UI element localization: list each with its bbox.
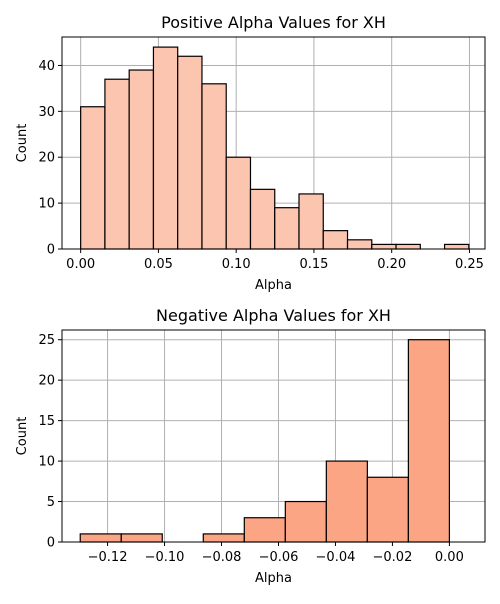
x-tick-label: 0.25 [455, 257, 484, 272]
histogram-bar [366, 476, 409, 543]
y-axis-label: Count [15, 417, 30, 456]
histogram-bar [298, 193, 324, 250]
histogram-bar [177, 55, 203, 250]
x-tick-label: −0.04 [316, 550, 356, 565]
x-axis-label: Alpha [255, 571, 292, 586]
histogram-bar [322, 230, 349, 250]
x-tick-label: 0.15 [299, 257, 328, 272]
x-tick-label: 0.00 [66, 257, 95, 272]
histogram-bar [325, 460, 368, 543]
y-axis-label: Count [15, 124, 30, 163]
histogram-bar [201, 83, 227, 250]
histogram-bar [274, 207, 300, 250]
histogram-bar [407, 339, 450, 543]
histogram-bar [80, 106, 106, 250]
y-tick-label: 5 [47, 495, 55, 510]
histogram-bar [346, 239, 373, 250]
x-tick-label: 0.20 [377, 257, 406, 272]
y-tick-label: 0 [47, 243, 55, 258]
x-axis-label: Alpha [255, 278, 292, 293]
x-tick-label: 0.10 [222, 257, 251, 272]
y-tick-label: 10 [38, 455, 55, 470]
positive-alpha-histogram: 0.00 0.05 0.10 0.15 0.20 0.25 0 10 20 30 40 Positi… [15, 13, 486, 293]
y-tick-label: 30 [38, 105, 55, 120]
plot-frame [61, 329, 486, 543]
y-tick-label: 0 [47, 536, 55, 551]
plot-frame [61, 36, 486, 250]
negative-alpha-histogram: −0.12 −0.10 −0.08 −0.06 −0.04 −0.02 0.00 0 5 10 15… [15, 306, 486, 586]
x-tick-label: −0.06 [259, 550, 299, 565]
histogram-bar [225, 156, 252, 250]
histogram-bar [395, 243, 421, 250]
histogram-bar [79, 533, 122, 543]
y-tick-label: 25 [38, 333, 55, 348]
chart-title: Positive Alpha Values for XH [161, 13, 386, 32]
x-tick-label: 0.00 [435, 550, 464, 565]
y-tick-label: 40 [38, 59, 55, 74]
histogram-bar [152, 46, 179, 250]
histogram-bar [371, 243, 397, 250]
histogram-bar [128, 69, 155, 250]
y-tick-label: 15 [38, 414, 55, 429]
histogram-bar [104, 78, 130, 250]
histogram-bar [243, 517, 286, 543]
y-tick-label: 10 [38, 197, 55, 212]
x-tick-label: 0.05 [144, 257, 173, 272]
y-tick-label: 20 [38, 374, 55, 389]
x-tick-label: −0.08 [202, 550, 242, 565]
histogram-bar [202, 533, 245, 543]
histogram-bar [284, 500, 327, 543]
histogram-bar [249, 188, 276, 250]
histogram-bar [443, 243, 470, 250]
chart-title: Negative Alpha Values for XH [156, 306, 391, 325]
x-tick-label: −0.02 [373, 550, 413, 565]
x-tick-label: −0.12 [88, 550, 128, 565]
x-tick-label: −0.10 [145, 550, 185, 565]
y-tick-label: 20 [38, 151, 55, 166]
histogram-bar [120, 533, 163, 543]
